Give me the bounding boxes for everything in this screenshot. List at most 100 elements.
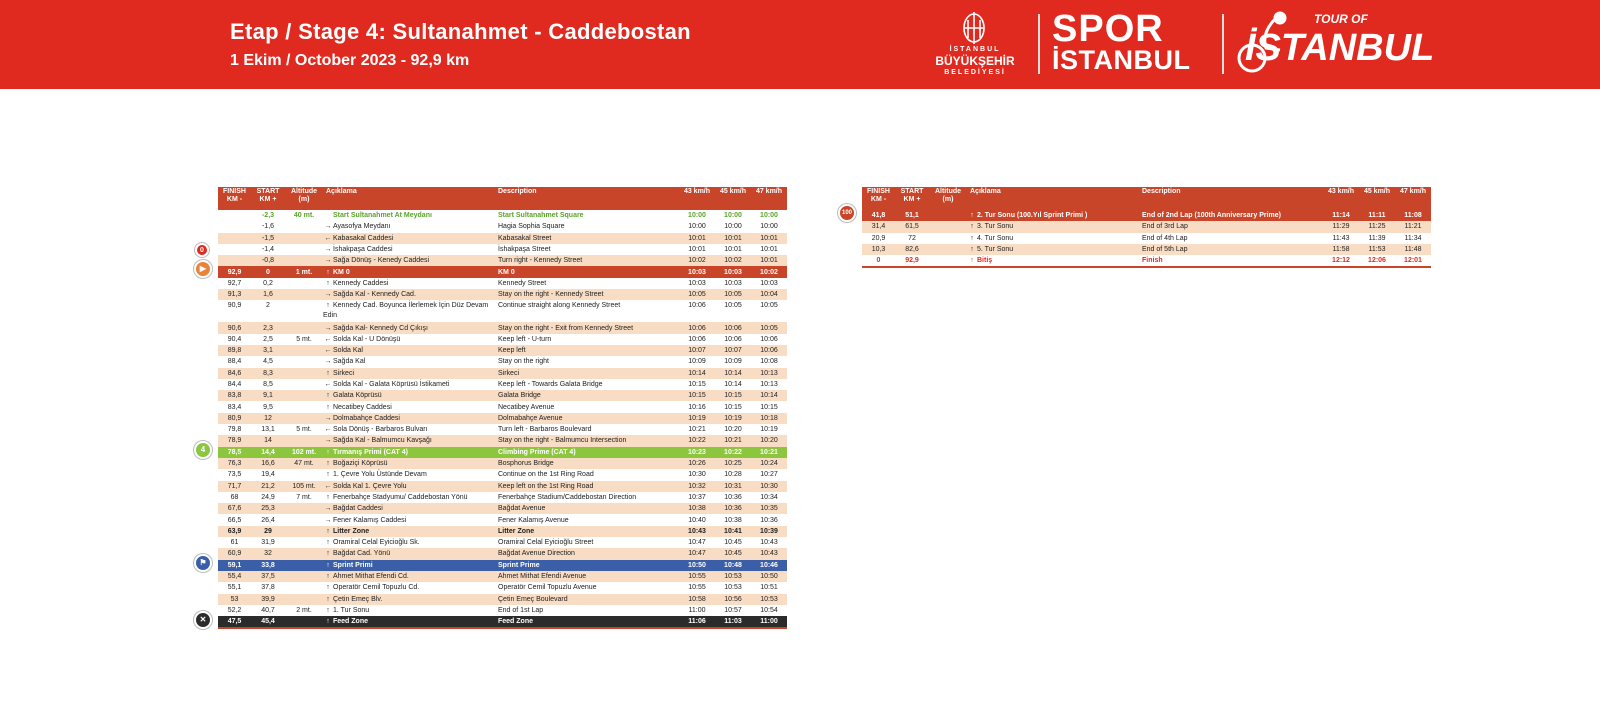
cell-altitude: 5 mt. [285,333,323,345]
cell-start: 8,5 [251,378,285,391]
cell-altitude [285,344,323,357]
ibb-line2: BÜYÜKŞEHİR [935,54,1015,68]
cell-time-47: 10:13 [751,378,787,391]
aciklama-text: Sağda Kal - Balmumcu Kavşağı [333,437,432,445]
col-finish: FINISH KM - [862,187,895,210]
cell-time-47: 10:46 [751,559,787,571]
cell-finish: 55,1 [218,582,251,594]
cell-time-45: 10:25 [715,457,751,470]
cell-finish: 90,9 [218,300,251,323]
aciklama-text: Operatör Cemil Topuzlu Cd. [333,584,420,592]
cell-aciklama: ↑ 1. Çevre Yolu Üstünde Devam [323,469,495,481]
cell-start: 33,8 [251,559,285,571]
cell-time-47: 10:51 [751,582,787,594]
cell-start: 21,2 [251,480,285,492]
cell-time-47: 10:14 [751,390,787,402]
cell-aciklama: Start Sultanahmet At Meydanı [323,210,495,222]
cell-aciklama: ← Kabasakal Caddesi [323,232,495,244]
direction-arrow-icon: → [324,291,332,299]
cell-altitude [929,243,967,256]
table-row: 84,6 8,3 ↑ Sirkeci Sirkeci 10:14 10:14 10:13 [218,367,787,379]
cell-finish: 52,2 [218,604,251,617]
cell-altitude [285,322,323,334]
cell-altitude: 2 mt. [285,604,323,617]
cell-finish: 41,8 [862,210,895,222]
cell-time-47: 10:20 [751,435,787,447]
cell-time-45: 10:38 [715,514,751,526]
cell-start: -1,4 [251,243,285,256]
cell-time-43: 10:21 [679,424,715,436]
prime-100-marker: 100 [838,204,856,222]
cell-altitude [285,367,323,379]
table-row: 60,9 32 ↑ Bağdat Cad. Yönü Bağdat Avenue Dir… [218,548,787,560]
cell-start: 12 [251,412,285,425]
direction-arrow-icon: → [324,437,332,445]
cell-finish: 78,9 [218,435,251,447]
cell-time-47: 10:02 [751,266,787,278]
cell-time-43: 10:26 [679,457,715,470]
cell-start: 9,1 [251,390,285,402]
ibb-line3: BELEDİYESİ [944,69,1006,76]
aciklama-text: 3. Tur Sonu [977,223,1014,231]
cell-description: Feed Zone [495,616,679,630]
cell-time-43: 10:47 [679,537,715,549]
cell-description: Turn left - Barbaros Boulevard [495,424,679,436]
aciklama-text: Bitiş [977,257,993,265]
cell-altitude [285,401,323,413]
cell-time-47: 10:06 [751,344,787,357]
cell-time-45: 10:09 [715,356,751,368]
cell-time-47: 10:54 [751,604,787,617]
cell-description: Stay on the right - Kennedy Street [495,289,679,301]
direction-arrow-icon: ↑ [326,279,330,287]
cell-time-47: 10:05 [751,322,787,334]
cell-time-45: 10:36 [715,503,751,515]
table-row: 88,4 4,5 → Sağda Kal Stay on the right 10:09 1… [218,356,787,368]
cell-altitude [929,210,967,222]
col-start: START KM + [251,187,285,210]
cell-finish: 92,9 [218,266,251,278]
direction-arrow-icon: ↑ [326,584,330,592]
cell-description: Keep left - U-turn [495,333,679,345]
cell-time-45: 10:56 [715,593,751,605]
cell-description: Keep left [495,344,679,357]
cell-finish [218,221,251,233]
cell-start: 51,1 [895,210,929,222]
direction-arrow-icon: → [324,358,332,366]
aciklama-text: Kennedy Cad. Boyunca İlerlemek İçin Düz … [323,302,489,320]
col-start: START KM + [895,187,929,210]
direction-arrow-icon: → [324,324,332,332]
cell-description: Stay on the right [495,356,679,368]
cell-time-47: 11:08 [1395,210,1431,222]
cell-altitude: 40 mt. [285,210,323,222]
cell-time-47: 10:04 [751,289,787,301]
cell-time-43: 11:00 [679,604,715,617]
cell-start: 14,4 [251,446,285,458]
table-row: 92,9 0 1 mt. ↑ KM 0 KM 0 10:03 10:03 10:02 [218,266,787,278]
cell-description: KM 0 [495,266,679,278]
col-43: 43 km/h [1323,187,1359,210]
table-row: 78,9 14 → Sağda Kal - Balmumcu Kavşağı Stay … [218,435,787,447]
cell-description: Necatibey Avenue [495,401,679,413]
table-row: 76,3 16,6 47 mt. ↑ Boğaziçi Köprüsü Bosphorus… [218,457,787,470]
col-altitude: Altitude (m) [285,187,323,210]
cell-altitude [285,232,323,244]
cell-aciklama: → Sağda Kal - Balmumcu Kavşağı [323,435,495,447]
cell-altitude [285,469,323,481]
cell-start: -2,3 [251,210,285,222]
cell-time-43: 10:03 [679,277,715,290]
table-row: 10,3 82,6 ↑ 5. Tur Sonu End of 5th Lap 11:58 1… [862,243,1431,256]
aciklama-text: Tırmanış Primi (CAT 4) [333,448,408,456]
table-row: 83,8 9,1 ↑ Galata Köprüsü Galata Bridge 10:15… [218,390,787,402]
table-row: 90,6 2,3 → Sağda Kal- Kennedy Cd Çıkışı Stay… [218,322,787,334]
aciklama-text: 5. Tur Sonu [977,246,1014,254]
stage-title: Etap / Stage 4: Sultanahmet - Caddebosta… [230,19,691,44]
cell-aciklama: → Sağda Kal [323,356,495,368]
table-row: 79,8 13,1 5 mt. ← Sola Dönüş - Barbaros Bulv… [218,424,787,436]
cell-time-43: 10:50 [679,559,715,571]
header-banner: Etap / Stage 4: Sultanahmet - Caddebosta… [0,0,1600,89]
cell-time-47: 10:08 [751,356,787,368]
cell-time-43: 10:02 [679,255,715,267]
cell-altitude: 7 mt. [285,491,323,504]
aciklama-text: 4. Tur Sonu [977,234,1014,242]
cell-aciklama: ↑ 1. Tur Sonu [323,604,495,617]
